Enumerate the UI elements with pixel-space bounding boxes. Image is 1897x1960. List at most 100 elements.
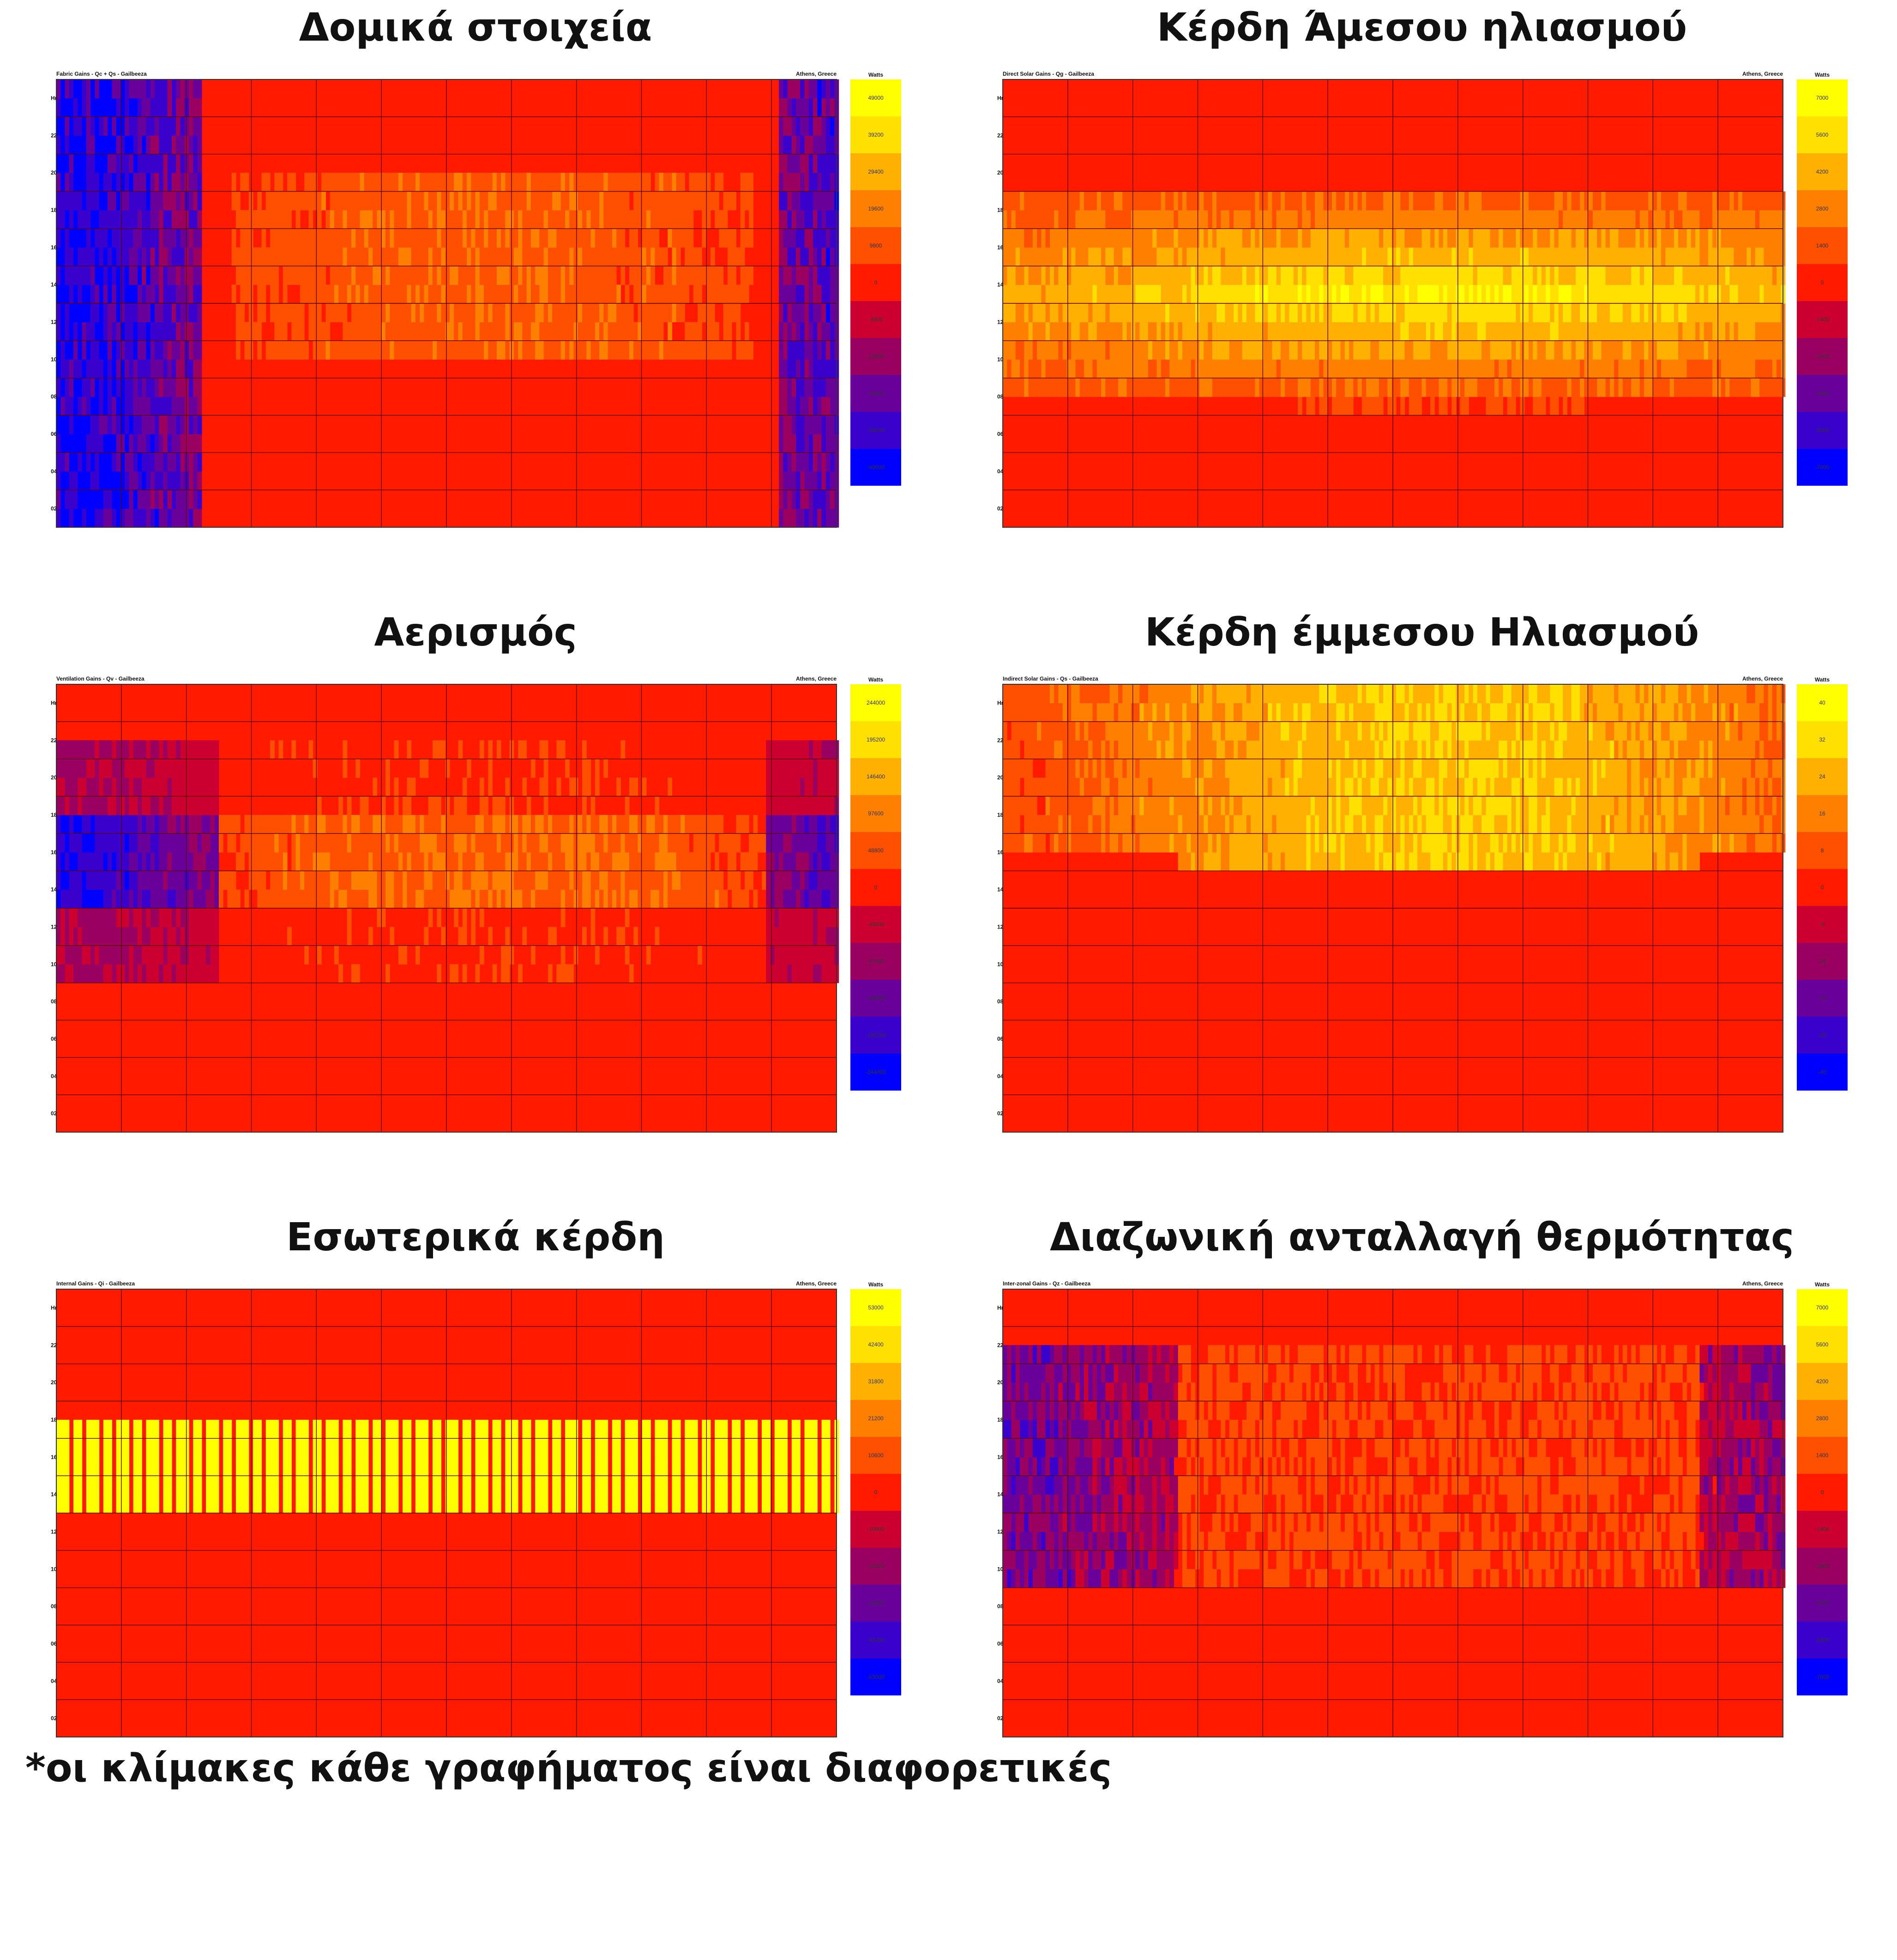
- heatmap-cell: [244, 247, 249, 266]
- heatmap-cell: [475, 247, 480, 266]
- heatmap-cell: [1344, 210, 1349, 229]
- heatmap-cell: [817, 359, 822, 379]
- heatmap-cell: [1024, 284, 1029, 304]
- heatmap-cell: [501, 247, 506, 266]
- heatmap-cell: [1460, 359, 1465, 379]
- heatmap-cell: [1066, 359, 1072, 379]
- heatmap-cell: [90, 814, 95, 834]
- heatmap-cell: [1024, 191, 1029, 211]
- heatmap-cell: [343, 229, 348, 248]
- heatmap-cell: [620, 173, 626, 192]
- heatmap-cell: [821, 98, 826, 117]
- heatmap-cell: [142, 778, 147, 797]
- heatmap-cell: [1451, 359, 1457, 379]
- heatmap-cell: [1772, 284, 1777, 304]
- heatmap-cell: [1609, 210, 1614, 229]
- heatmap-cell: [1400, 210, 1405, 229]
- heatmap-cell: [142, 322, 147, 341]
- hour-tick-label: Hr: [997, 95, 1004, 101]
- heatmap-cell: [142, 98, 147, 117]
- heatmap-cell: [1695, 266, 1700, 285]
- heatmap-cell: [150, 759, 155, 778]
- heatmap-cell: [95, 135, 100, 155]
- heatmap-cell: [261, 247, 266, 266]
- heatmap-cell: [1374, 359, 1379, 379]
- heatmap-cell: [488, 322, 493, 341]
- heatmap-cell: [1315, 359, 1319, 379]
- heatmap-cell: [274, 247, 279, 266]
- heatmap-cell: [197, 322, 202, 341]
- heatmap-cell: [620, 229, 626, 248]
- heatmap-cell: [1045, 359, 1050, 379]
- heatmap-cell: [1156, 247, 1162, 266]
- heatmap-cell: [1049, 229, 1054, 248]
- heatmap-cell: [484, 284, 488, 304]
- heatmap-cell: [800, 452, 805, 472]
- heatmap-cell: [1443, 340, 1448, 360]
- heatmap-cell: [1742, 359, 1747, 379]
- heatmap-cell: [1661, 378, 1666, 397]
- heatmap-cell: [125, 434, 130, 453]
- heatmap-cell: [1755, 284, 1760, 304]
- heatmap-cell: [590, 266, 596, 285]
- heatmap-cell: [1614, 210, 1619, 229]
- heatmap-cell: [368, 210, 373, 229]
- heatmap-cell: [1327, 210, 1332, 229]
- heatmap-cell: [154, 833, 159, 853]
- heatmap-cell: [646, 247, 651, 266]
- heatmap-cell: [1379, 284, 1384, 304]
- heatmap-cell: [407, 322, 412, 341]
- heatmap-cell: [1182, 359, 1187, 379]
- heatmap-cell: [103, 247, 108, 266]
- heatmap-cell: [150, 266, 155, 285]
- heatmap-cell: [800, 378, 805, 397]
- heatmap-cell: [99, 340, 104, 360]
- heatmap-cell: [1601, 340, 1606, 360]
- heatmap-cell: [154, 778, 159, 797]
- heatmap-cell: [1409, 397, 1414, 416]
- heatmap-cell: [176, 79, 181, 99]
- heatmap-cell: [133, 397, 138, 416]
- heatmap-cell: [1327, 359, 1332, 379]
- heatmap-cell: [125, 79, 130, 99]
- heatmap-cell: [1045, 340, 1050, 360]
- heatmap-cell: [1310, 322, 1315, 341]
- heatmap-cell: [1631, 284, 1636, 304]
- heatmap-cell: [1315, 284, 1319, 304]
- heatmap-cell: [197, 759, 202, 778]
- heatmap-cell: [129, 359, 134, 379]
- heatmap-cell: [197, 833, 202, 853]
- heatmap-cell: [150, 889, 155, 909]
- heatmap-cell: [1221, 303, 1226, 323]
- heatmap-cell: [154, 79, 159, 99]
- heatmap-cell: [167, 229, 172, 248]
- heatmap-cell: [1546, 322, 1550, 341]
- heatmap-cell: [1353, 229, 1358, 248]
- heatmap-cell: [1486, 266, 1491, 285]
- heatmap-cell: [60, 378, 66, 397]
- heatmap-cell: [321, 266, 326, 285]
- heatmap-cell: [189, 852, 193, 871]
- heatmap-cell: [1451, 229, 1457, 248]
- heatmap-cell: [420, 229, 424, 248]
- heatmap-cell: [1096, 191, 1102, 211]
- heatmap-cell: [189, 98, 193, 117]
- heatmap-cell: [603, 303, 608, 323]
- heatmap-cell: [548, 173, 553, 192]
- heatmap-cell: [154, 490, 159, 509]
- heatmap-cell: [189, 471, 193, 490]
- heatmap-cell: [1118, 210, 1123, 229]
- heatmap-cell: [808, 471, 813, 490]
- heatmap-cell: [1015, 284, 1020, 304]
- heatmap-cell: [163, 210, 168, 229]
- heatmap-cell: [1003, 210, 1007, 229]
- heatmap-cell: [420, 266, 424, 285]
- heatmap-cell: [210, 852, 215, 871]
- heatmap-cell: [129, 852, 134, 871]
- heatmap-cell: [424, 229, 429, 248]
- heatmap-cell: [381, 173, 386, 192]
- heatmap-cell: [1357, 266, 1362, 285]
- heatmap-cell: [1503, 210, 1508, 229]
- heatmap-cell: [778, 471, 783, 490]
- heatmap-cell: [1699, 359, 1704, 379]
